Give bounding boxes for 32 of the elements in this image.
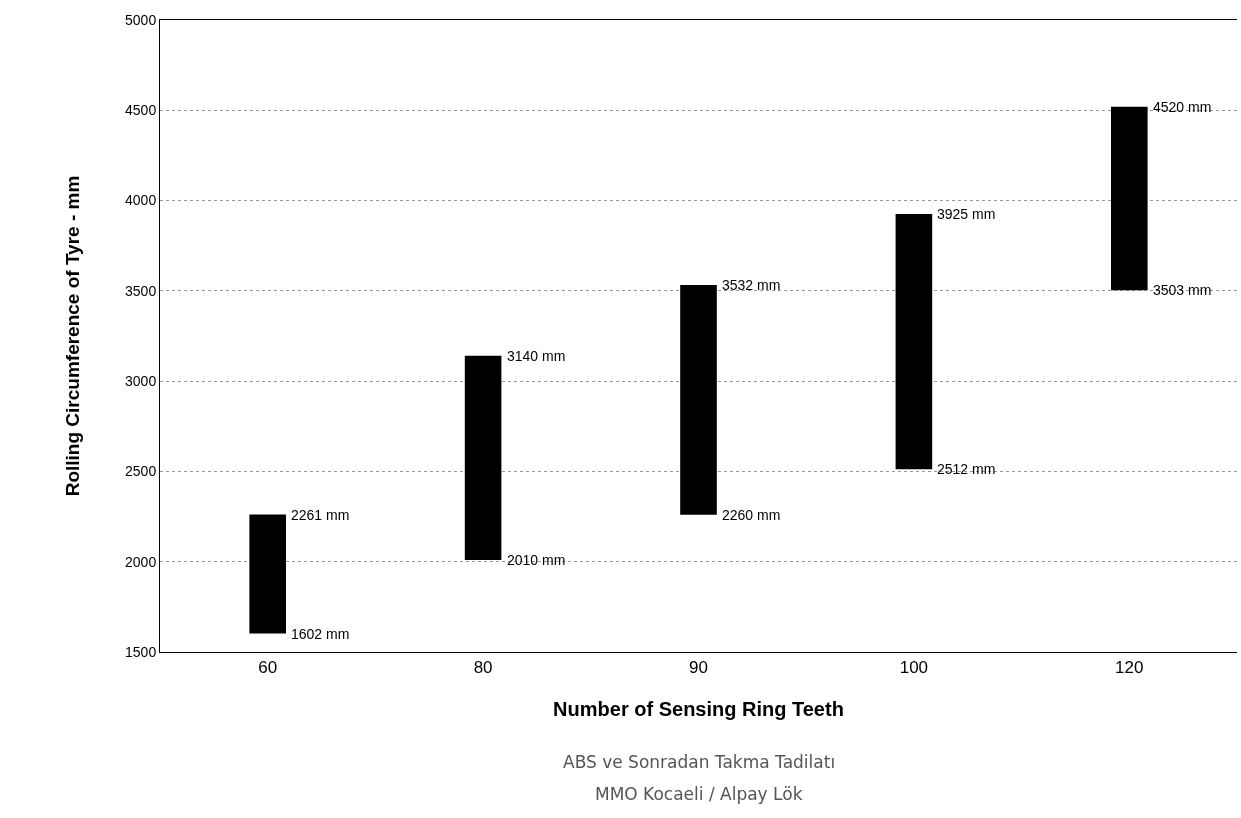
annotation: 3925 mm [937,206,996,222]
annotation: 3140 mm [507,348,566,364]
annotation: 2261 mm [291,507,350,523]
y-axis-title: Rolling Circumference of Tyre - mm [61,175,83,497]
y-tick-label: 1500 [125,643,157,660]
y-tick-label: 2000 [125,553,157,570]
bar [680,285,717,515]
y-tick-label: 2500 [125,463,157,480]
y-tick-label: 3000 [125,373,157,390]
y-tick-label: 3500 [125,282,157,299]
bar [249,514,287,634]
x-tick-label: 90 [689,658,708,678]
text: MMO Kocaeli / Alpay Lök [595,784,803,804]
annotation: 3532 mm [722,277,781,293]
x-tick-label: 100 [899,658,929,678]
annotation: 2512 mm [937,461,996,477]
text: ABS ve Sonradan Takma Tadilatı [563,752,836,772]
x-axis-title: Number of Sensing Ring Teeth [553,697,844,720]
annotation: 1602 mm [291,626,350,642]
y-tick-label: 4500 [125,102,157,119]
annotation: 4520 mm [1153,99,1212,115]
x-tick-label: 120 [1115,658,1144,678]
y-tick-label: 4000 [125,192,157,209]
annotation: 2260 mm [722,507,781,523]
bar [464,355,502,560]
x-tick-label: 60 [258,658,278,678]
annotation: 3503 mm [1153,282,1212,298]
annotation: 2010 mm [507,552,566,568]
bar [895,214,933,470]
y-tick-label: 5000 [125,11,157,28]
x-tick-label: 80 [473,658,493,678]
bar [1110,106,1148,291]
